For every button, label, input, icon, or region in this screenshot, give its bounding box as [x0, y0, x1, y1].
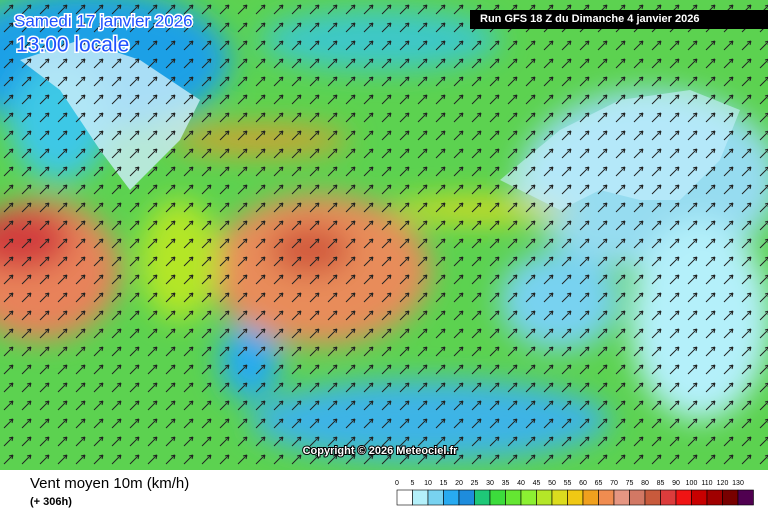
legend-label: 80 [641, 480, 649, 487]
legend-label: 20 [455, 480, 463, 487]
legend-label: 40 [517, 480, 525, 487]
legend-swatch [412, 489, 429, 506]
footer-lead: (+ 306h) [30, 496, 72, 508]
legend-label: 15 [440, 480, 448, 487]
legend-swatch [396, 489, 413, 506]
legend-swatch [489, 489, 506, 506]
legend-swatch [598, 489, 615, 506]
copyright: Copyright © 2026 Meteociel.fr [303, 445, 459, 457]
legend-label: 90 [672, 480, 680, 487]
legend: 0 5 10 15 20 25 30 35 40 45 50 55 60 65 70 75 80 85 90 100 1… [395, 480, 754, 506]
legend-label: 25 [471, 480, 479, 487]
legend-label: 50 [548, 480, 556, 487]
legend-swatch [675, 489, 692, 506]
run-box [470, 10, 768, 29]
wind-arrows [0, 0, 768, 470]
legend-label: 30 [486, 480, 494, 487]
legend-label: 10 [424, 480, 432, 487]
legend-label: 70 [610, 480, 618, 487]
legend-swatch [644, 489, 661, 506]
legend-swatch [443, 489, 460, 506]
legend-swatch [660, 489, 677, 506]
legend-swatch [474, 489, 491, 506]
legend-label: 60 [579, 480, 587, 487]
run: Run GFS 18 Z du Dimanche 4 janvier 2026 [480, 13, 699, 25]
legend-label: 35 [502, 480, 510, 487]
legend-swatch [706, 489, 723, 506]
legend-swatch [722, 489, 739, 506]
legend-swatch [551, 489, 568, 506]
legend-swatch [691, 489, 708, 506]
legend-swatch [536, 489, 553, 506]
legend-swatch [505, 489, 522, 506]
legend-label: 55 [564, 480, 572, 487]
time: 13:00 locale [16, 34, 129, 57]
legend-label: 130 [732, 480, 744, 487]
legend-label: 45 [533, 480, 541, 487]
legend-label: 120 [717, 480, 729, 487]
footer-title: Vent moyen 10m (km/h) [30, 475, 189, 492]
legend-swatch [737, 489, 754, 506]
legend-swatch [427, 489, 444, 506]
legend-label: 110 [701, 480, 712, 487]
legend-label: 85 [657, 480, 665, 487]
legend-swatch [613, 489, 630, 506]
legend-label: 5 [411, 480, 415, 487]
legend-swatch [582, 489, 599, 506]
date: Samedi 17 janvier 2026 [14, 11, 193, 30]
legend-swatch [458, 489, 475, 506]
legend-label: 65 [595, 480, 603, 487]
legend-label: 100 [686, 480, 698, 487]
legend-label: 75 [626, 480, 634, 487]
legend-swatch [520, 489, 537, 506]
legend-swatch [567, 489, 584, 506]
legend-swatch [629, 489, 646, 506]
legend-label: 0 [395, 480, 399, 487]
